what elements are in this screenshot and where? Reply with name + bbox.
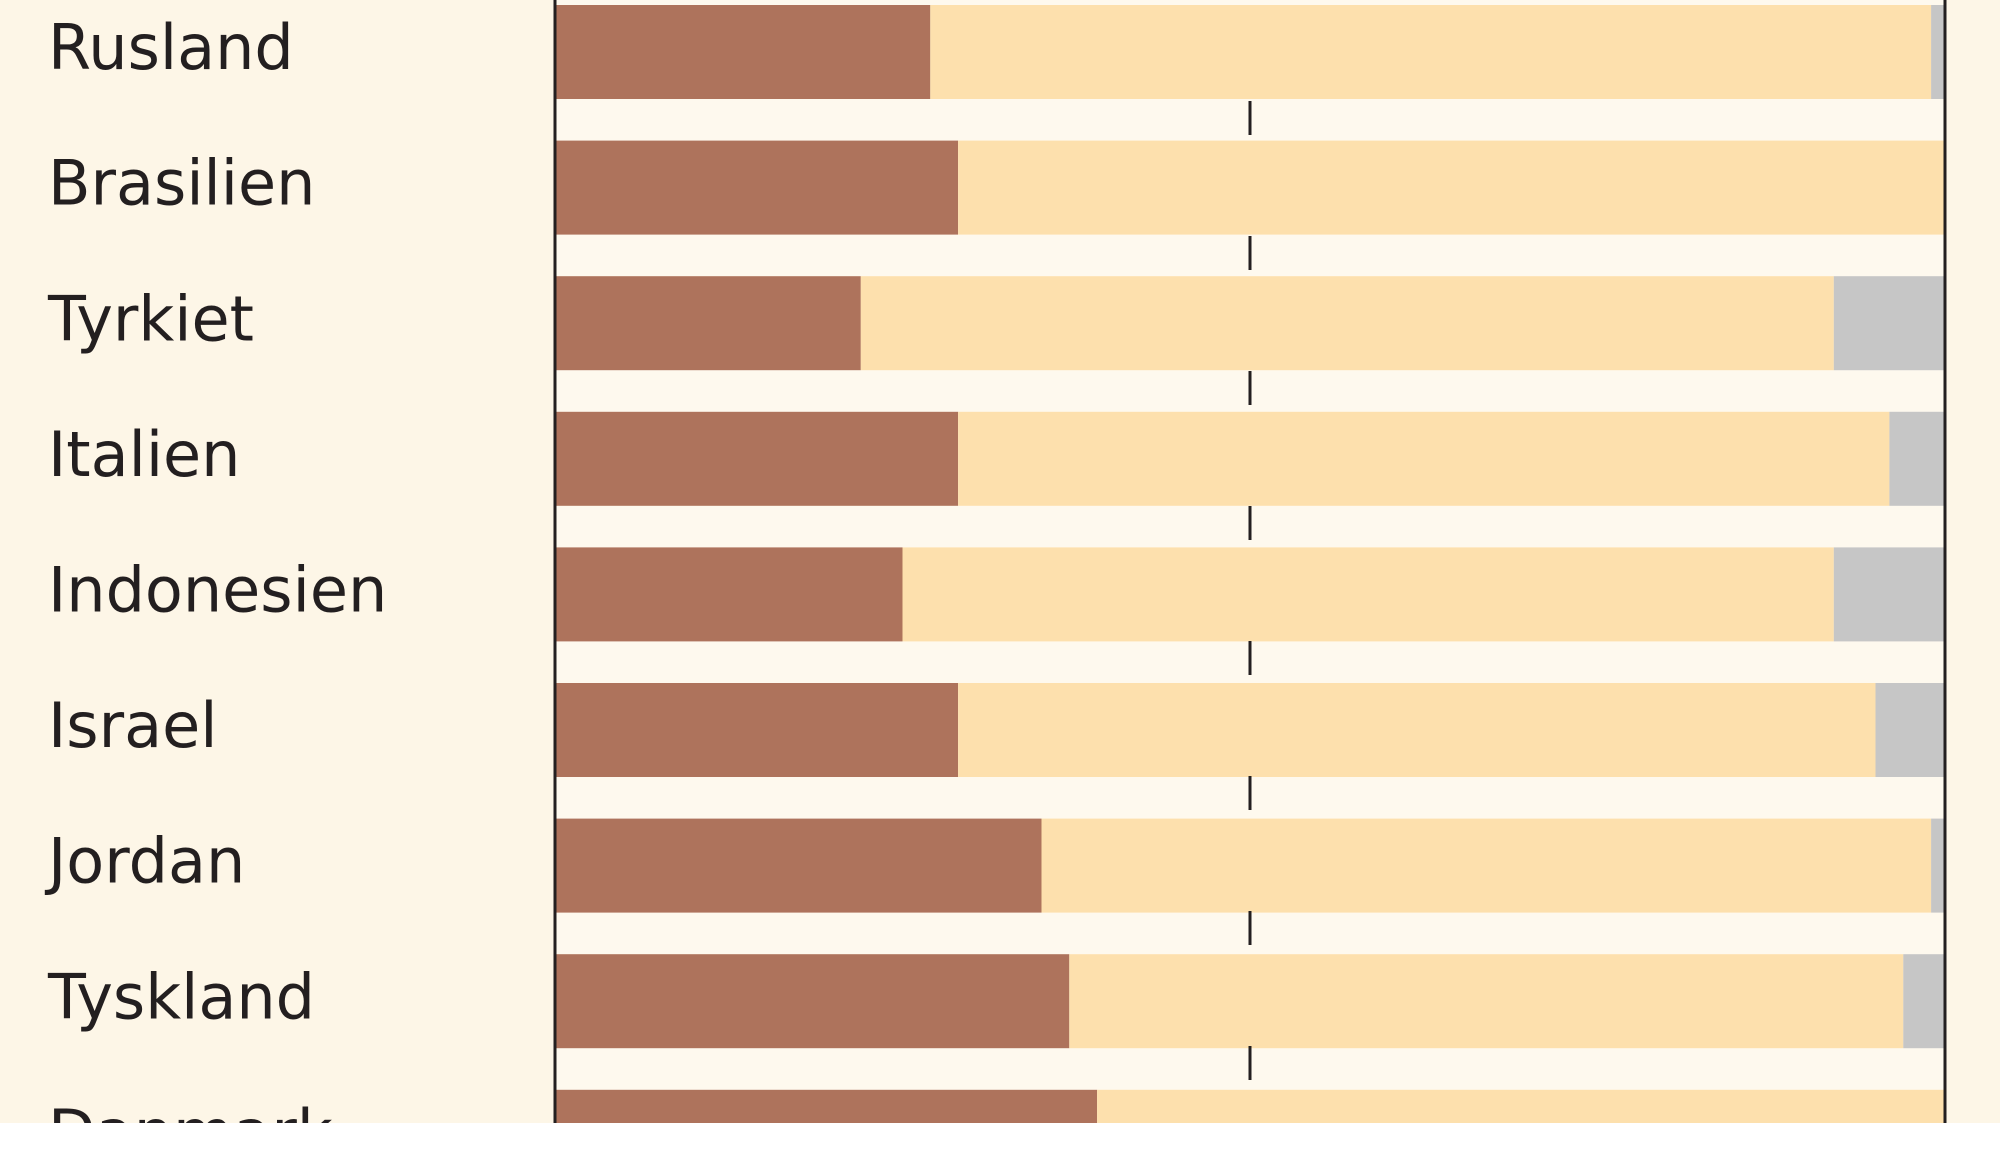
bar-segment	[1833, 276, 1945, 371]
bar-segment	[1889, 411, 1945, 506]
bar-segment	[958, 411, 1890, 506]
bar-segment	[1903, 954, 1945, 1049]
bar-segment	[555, 547, 903, 642]
bar-segment	[1931, 818, 1945, 913]
bar-segment	[555, 954, 1070, 1049]
bar-segment	[555, 683, 959, 777]
bar-segment	[555, 276, 861, 371]
y-tick-label: Danmark	[48, 1096, 333, 1165]
y-tick-label: Jordan	[44, 825, 245, 898]
bar-segment	[555, 818, 1042, 913]
y-tick-label: Tyskland	[47, 960, 315, 1033]
y-tick-label: Indonesien	[48, 553, 387, 626]
plot: Rusland Brasilien Tyrkiet Italien Indonesien…	[44, 0, 1947, 1165]
bar-segment	[1097, 1089, 1945, 1123]
y-tick-label: Rusland	[48, 11, 294, 84]
bar-segment	[1931, 5, 1945, 99]
bar-segment	[1041, 818, 1932, 913]
y-tick-label: Israel	[48, 689, 217, 762]
bar-segment	[902, 547, 1834, 642]
bar-segment	[930, 5, 1932, 99]
y-tick-label: Tyrkiet	[47, 282, 254, 355]
bar-segment	[1875, 683, 1945, 777]
bar-segment	[860, 276, 1834, 371]
bar-segment	[555, 5, 931, 99]
y-tick-label: Italien	[48, 418, 240, 491]
bar-segment	[958, 140, 1945, 235]
bar-segment	[555, 1089, 1098, 1123]
bar-segment	[555, 140, 959, 235]
y-tick-label: Brasilien	[48, 147, 315, 220]
bar-segment	[555, 411, 959, 506]
bar-segment	[1069, 954, 1904, 1049]
bar-segment	[958, 683, 1876, 777]
bar-segment	[1833, 547, 1945, 642]
